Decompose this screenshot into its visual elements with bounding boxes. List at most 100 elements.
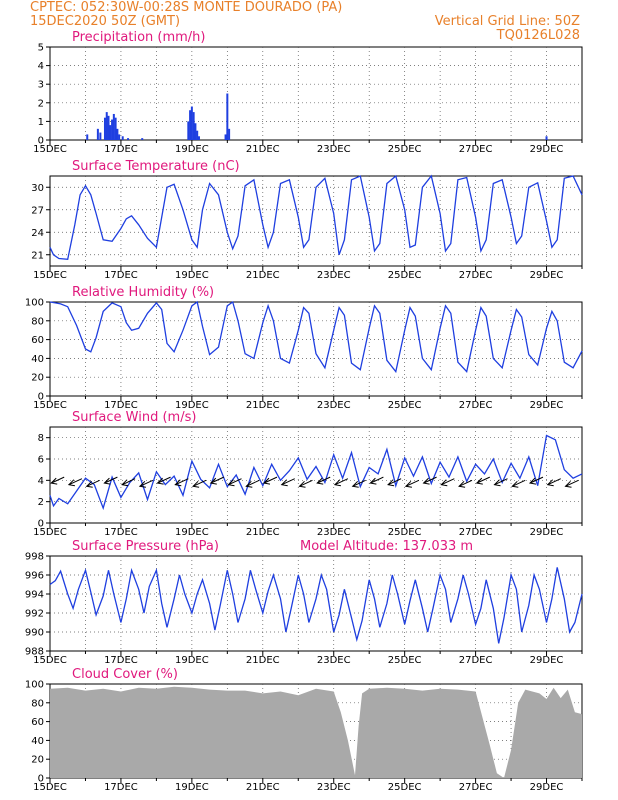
x-tick-label-pressure: 23DEC xyxy=(317,655,351,666)
panel-title-humidity: Relative Humidity (%) xyxy=(72,285,214,300)
x-tick-label-wind: 19DEC xyxy=(175,527,209,538)
wind-arrow-head xyxy=(121,479,129,487)
y-tick-label-humidity: 80 xyxy=(31,316,44,327)
precip-bar xyxy=(99,132,102,140)
y-tick-label-humidity: 100 xyxy=(25,298,44,309)
wind-arrow-head xyxy=(511,480,519,488)
x-tick-label-pressure: 25DEC xyxy=(388,655,422,666)
pressure-series-line xyxy=(49,567,583,644)
precip-bar xyxy=(196,130,199,140)
humidity-series-line xyxy=(49,300,583,374)
wind-arrow xyxy=(565,479,579,487)
wind-arrow-head xyxy=(227,479,235,487)
x-tick-label-temperature: 19DEC xyxy=(175,270,209,281)
y-tick-label-pressure: 992 xyxy=(25,609,44,620)
y-tick-label-cloud: 80 xyxy=(31,698,44,709)
y-tick-label-cloud: 100 xyxy=(25,680,44,691)
wind-arrow-head xyxy=(333,479,341,487)
x-tick-label-cloud: 17DEC xyxy=(104,782,138,793)
precip-bar xyxy=(226,93,229,140)
y-tick-label-temperature: 27 xyxy=(31,205,44,216)
wind-arrow-head xyxy=(50,477,58,485)
wind-arrow-head xyxy=(440,479,448,487)
wind-arrow xyxy=(50,476,65,484)
wind-arrow xyxy=(157,476,171,484)
panel-title-pressure: Surface Pressure (hPa) xyxy=(72,539,219,554)
wind-arrow xyxy=(175,478,189,486)
precip-bar xyxy=(127,138,130,140)
x-tick-label-humidity: 21DEC xyxy=(246,400,280,411)
wind-arrow xyxy=(370,476,384,484)
wind-arrow xyxy=(228,478,242,486)
station-header: CPTEC: 052:30W-00:28S MONTE DOURADO (PA) xyxy=(30,0,343,15)
x-tick-label-cloud: 15DEC xyxy=(33,782,67,793)
y-tick-label-temperature: 21 xyxy=(31,250,44,261)
wind-arrow xyxy=(104,476,118,484)
x-tick-label-pressure: 15DEC xyxy=(33,655,67,666)
x-tick-label-wind: 23DEC xyxy=(317,527,351,538)
wind-arrow-head xyxy=(262,477,271,485)
model-code: TQ0126L028 xyxy=(496,28,580,43)
precip-bar xyxy=(189,110,192,140)
wind-arrow-head xyxy=(67,479,75,487)
cloud-area xyxy=(50,686,582,778)
y-tick-label-pressure: 988 xyxy=(25,647,44,658)
wind-arrow xyxy=(86,479,100,487)
x-tick-label-precipitation: 15DEC xyxy=(33,144,67,155)
y-tick-label-wind: 8 xyxy=(38,433,44,444)
wind-arrow xyxy=(458,479,473,487)
precip-bar xyxy=(194,123,197,140)
x-tick-label-humidity: 17DEC xyxy=(104,400,138,411)
wind-arrow xyxy=(441,478,455,486)
x-tick-label-wind: 27DEC xyxy=(459,527,493,538)
x-tick-label-humidity: 25DEC xyxy=(388,400,422,411)
y-tick-label-precipitation: 4 xyxy=(38,61,44,72)
wind-arrow-head xyxy=(387,479,395,487)
wind-arrow xyxy=(121,478,136,486)
y-tick-label-humidity: 40 xyxy=(31,354,44,365)
precip-bar xyxy=(107,115,110,140)
y-tick-label-pressure: 994 xyxy=(25,590,44,601)
y-tick-label-humidity: 60 xyxy=(31,335,44,346)
panel-frame-precipitation xyxy=(49,46,583,141)
y-tick-label-pressure: 996 xyxy=(25,571,44,582)
wind-arrow-head xyxy=(369,477,377,485)
x-tick-label-temperature: 21DEC xyxy=(246,270,280,281)
wind-arrow-head xyxy=(280,479,288,487)
grid-line-note: Vertical Grid Line: 50Z xyxy=(434,14,580,29)
x-tick-label-precipitation: 25DEC xyxy=(388,144,422,155)
x-tick-label-pressure: 17DEC xyxy=(104,655,138,666)
precip-bar xyxy=(114,117,117,140)
x-tick-label-wind: 29DEC xyxy=(530,527,564,538)
panel-title-temperature: Surface Temperature (nC) xyxy=(72,159,240,174)
y-tick-label-precipitation: 0 xyxy=(38,136,44,147)
panel-frame-temperature xyxy=(49,175,583,267)
wind-arrow-head xyxy=(458,480,466,488)
y-tick-label-precipitation: 5 xyxy=(38,43,44,54)
wind-arrow-head xyxy=(245,480,253,488)
precip-bar xyxy=(111,119,114,140)
precip-bar xyxy=(112,113,115,140)
precip-bar xyxy=(228,128,231,140)
panel-title-precipitation: Precipitation (mm/h) xyxy=(72,30,205,45)
wind-arrow-head xyxy=(298,480,306,488)
x-tick-label-cloud: 19DEC xyxy=(175,782,209,793)
y-tick-label-pressure: 990 xyxy=(25,628,44,639)
x-tick-label-pressure: 27DEC xyxy=(459,655,493,666)
x-tick-label-temperature: 25DEC xyxy=(388,270,422,281)
wind-arrow-head xyxy=(422,477,430,485)
wind-arrow xyxy=(529,476,544,484)
x-tick-label-pressure: 21DEC xyxy=(246,655,280,666)
y-tick-label-wind: 0 xyxy=(38,519,44,530)
y-tick-label-temperature: 30 xyxy=(31,183,44,194)
temperature-series-line xyxy=(49,174,583,260)
wind-arrow xyxy=(352,479,366,487)
wind-arrow xyxy=(246,479,260,487)
wind-arrow-head xyxy=(316,477,324,485)
precip-bar xyxy=(86,134,89,140)
y-tick-label-cloud: 0 xyxy=(38,774,44,785)
x-tick-label-humidity: 27DEC xyxy=(459,400,493,411)
y-tick-label-precipitation: 1 xyxy=(38,117,44,128)
wind-arrow xyxy=(68,478,83,486)
x-tick-label-temperature: 17DEC xyxy=(104,270,138,281)
